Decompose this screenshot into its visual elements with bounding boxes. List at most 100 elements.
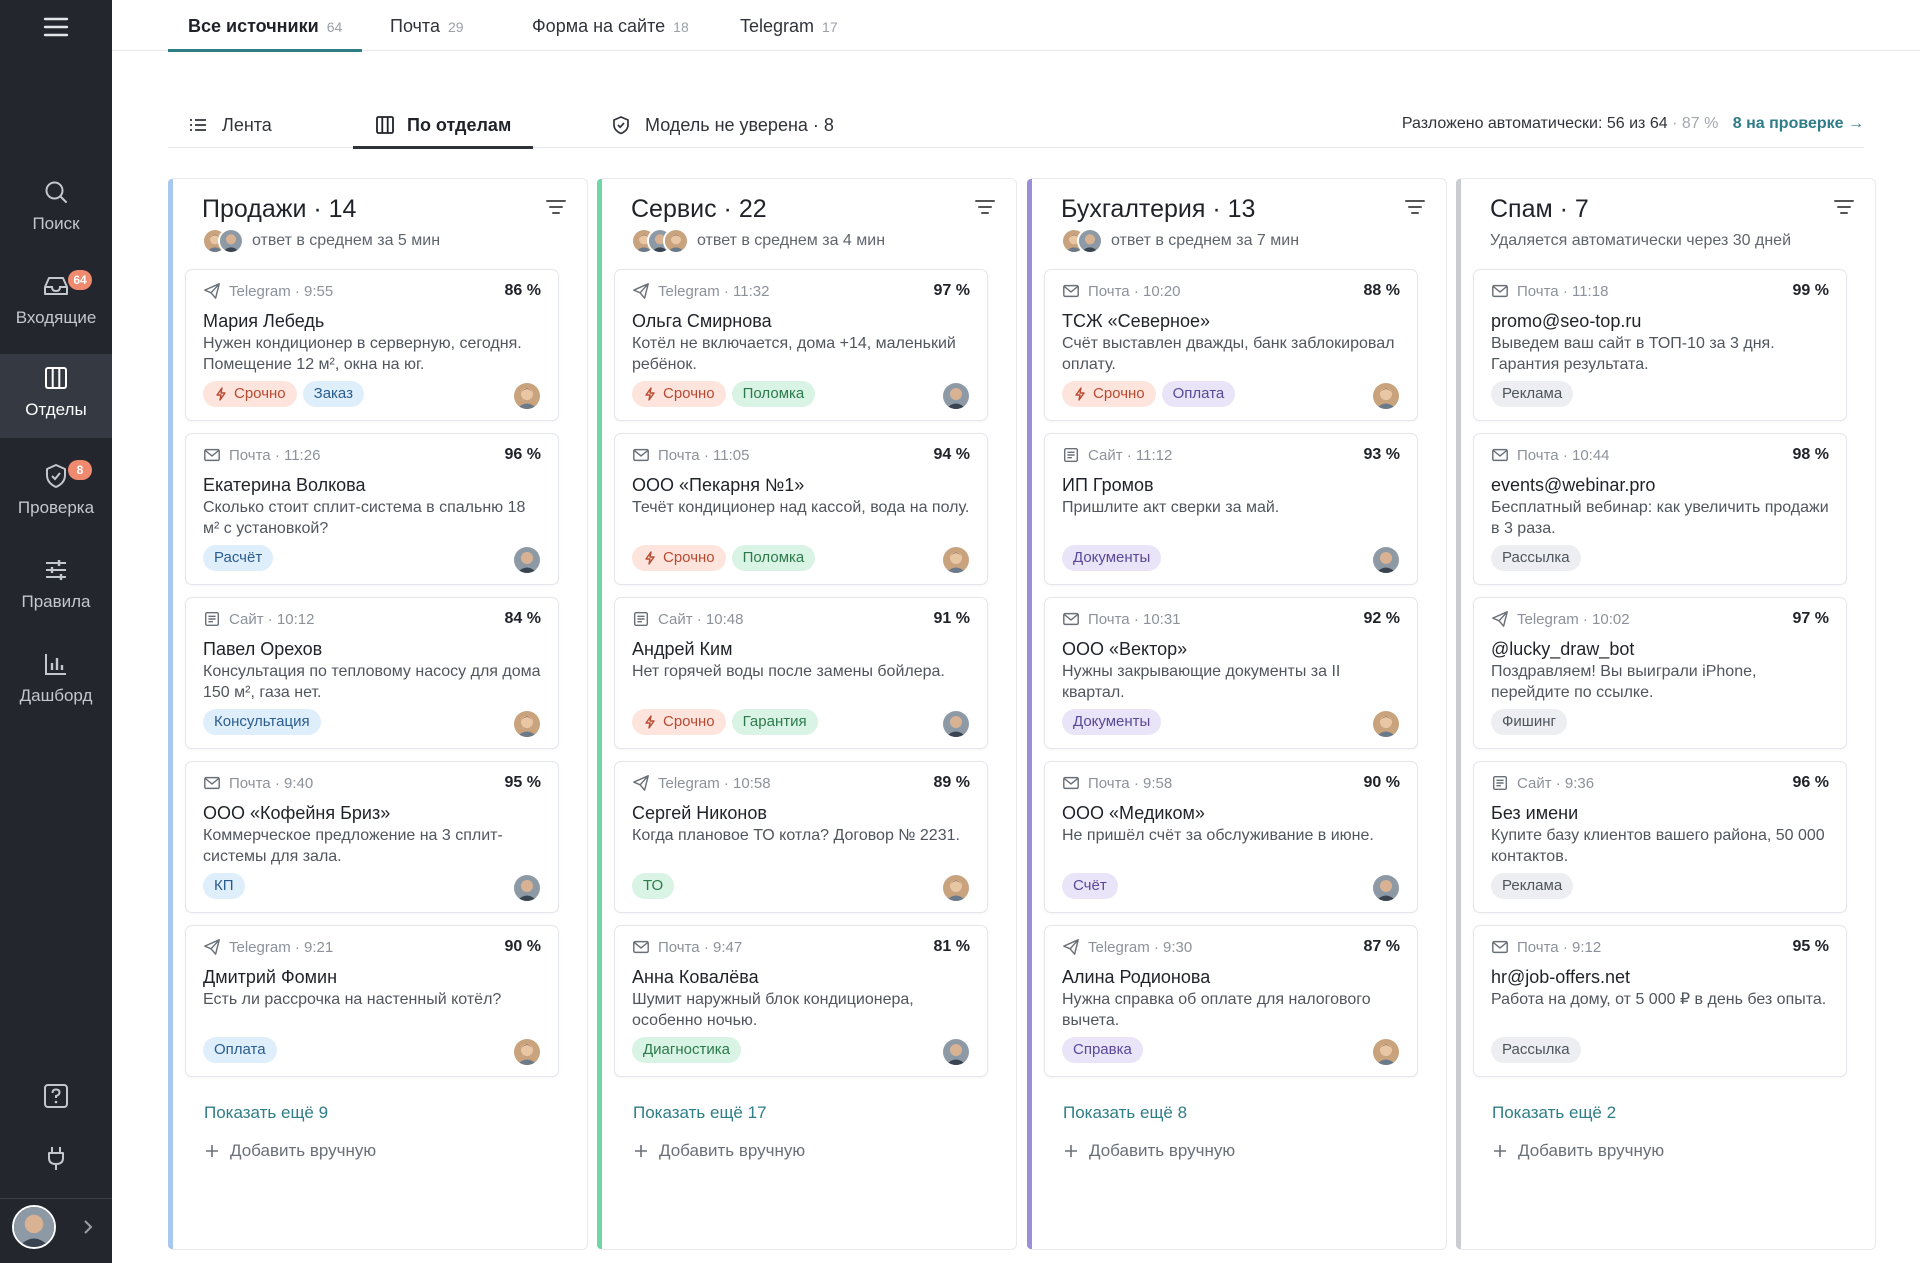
show-more-link[interactable]: Показать ещё 17 <box>633 1103 767 1122</box>
tag-label: Справка <box>1073 1041 1132 1058</box>
message-card[interactable]: Почта · 9:47 81 % Анна Ковалёва Шумит наруж… <box>614 925 988 1077</box>
message-card[interactable]: Почта · 11:18 99 % promo@seo-top.ru Выведем… <box>1473 269 1847 421</box>
assignee-avatar[interactable] <box>943 547 969 573</box>
tag[interactable]: Срочно <box>632 545 726 571</box>
assignee-avatar[interactable] <box>1373 875 1399 901</box>
filter-icon[interactable] <box>545 197 567 217</box>
tab-all-sources[interactable]: Все источники 64 <box>168 0 363 52</box>
assignee-avatar[interactable] <box>514 383 540 409</box>
message-card[interactable]: Telegram · 9:21 90 % Дмитрий Фомин Есть ли … <box>185 925 559 1077</box>
tag[interactable]: Расчёт <box>203 545 274 571</box>
message-card[interactable]: Сайт · 11:12 93 % ИП Громов Пришлите акт св… <box>1044 433 1418 585</box>
message-card[interactable]: Telegram · 9:55 86 % Мария Лебедь Нужен кон… <box>185 269 559 421</box>
assignee-avatar[interactable] <box>943 711 969 737</box>
assignee-avatar[interactable] <box>943 383 969 409</box>
tag[interactable]: Оплата <box>1161 381 1236 407</box>
message-card[interactable]: Почта · 9:12 95 % hr@job-offers.net Работа … <box>1473 925 1847 1077</box>
tag[interactable]: Консультация <box>203 709 321 735</box>
list-icon <box>190 119 206 131</box>
tag[interactable]: Срочно <box>632 381 726 407</box>
assignee-avatar[interactable] <box>1373 711 1399 737</box>
mail-icon <box>1491 446 1509 464</box>
nav-inbox[interactable]: 64 Входящие <box>0 262 112 346</box>
plug-icon[interactable] <box>42 1144 70 1172</box>
tag[interactable]: Рассылка <box>1491 1037 1581 1063</box>
tag[interactable]: Срочно <box>632 709 726 735</box>
tab-site-form[interactable]: Форма на сайте 18 <box>512 0 709 51</box>
tag[interactable]: Гарантия <box>731 709 818 735</box>
menu-icon[interactable] <box>42 16 70 38</box>
assignee-avatar[interactable] <box>514 547 540 573</box>
card-tags: Рассылка <box>1491 545 1587 571</box>
tag[interactable]: Документы <box>1062 545 1162 571</box>
tag[interactable]: КП <box>203 873 245 899</box>
message-card[interactable]: Сайт · 10:12 84 % Павел Орехов Консультация… <box>185 597 559 749</box>
user-avatar[interactable] <box>12 1205 56 1249</box>
add-manually-button[interactable]: Добавить вручную <box>633 1141 805 1161</box>
assignee-avatar[interactable] <box>514 875 540 901</box>
message-card[interactable]: Telegram · 9:30 87 % Алина Родионова Нужна … <box>1044 925 1418 1077</box>
review-link[interactable]: 8 на проверке → <box>1732 115 1864 132</box>
assignee-avatar[interactable] <box>1373 1039 1399 1065</box>
tab-mail[interactable]: Почта 29 <box>370 0 484 51</box>
tag[interactable]: Заказ <box>302 381 364 407</box>
assignee-avatar[interactable] <box>943 875 969 901</box>
tag[interactable]: Документы <box>1062 709 1162 735</box>
tag-label: Заказ <box>313 385 353 402</box>
tag-label: Расчёт <box>214 549 263 566</box>
tag[interactable]: Реклама <box>1491 873 1574 899</box>
tab-feed[interactable]: Лента <box>188 104 286 148</box>
add-manually-button[interactable]: Добавить вручную <box>1063 1141 1235 1161</box>
filter-icon[interactable] <box>1404 197 1426 217</box>
tab-by-departments[interactable]: По отделам <box>353 104 533 149</box>
tag[interactable]: Счёт <box>1062 873 1118 899</box>
tag[interactable]: Срочно <box>203 381 297 407</box>
add-manually-button[interactable]: Добавить вручную <box>204 1141 376 1161</box>
tag-label: Поломка <box>742 385 805 402</box>
message-card[interactable]: Почта · 9:40 95 % ООО «Кофейня Бриз» Коммер… <box>185 761 559 913</box>
card-tags: Справка <box>1062 1037 1149 1063</box>
assignee-avatar[interactable] <box>1373 383 1399 409</box>
tag[interactable]: Оплата <box>203 1037 277 1063</box>
assignee-avatar[interactable] <box>1373 547 1399 573</box>
tag[interactable]: Срочно <box>1062 381 1156 407</box>
message-card[interactable]: Почта · 11:05 94 % ООО «Пекарня №1» Течёт к… <box>614 433 988 585</box>
message-card[interactable]: Telegram · 10:58 89 % Сергей Никонов Когда … <box>614 761 988 913</box>
nav-rules[interactable]: Правила <box>0 546 112 630</box>
message-card[interactable]: Почта · 9:58 90 % ООО «Медиком» Не пришёл с… <box>1044 761 1418 913</box>
help-icon[interactable] <box>42 1082 70 1110</box>
filter-icon[interactable] <box>974 197 996 217</box>
tag[interactable]: ТО <box>632 873 675 899</box>
filter-icon[interactable] <box>1833 197 1855 217</box>
show-more-link[interactable]: Показать ещё 2 <box>1492 1103 1617 1122</box>
message-card[interactable]: Сайт · 10:48 91 % Андрей Ким Нет горячей во… <box>614 597 988 749</box>
tag[interactable]: Справка <box>1062 1037 1143 1063</box>
message-card[interactable]: Telegram · 10:02 97 % @lucky_draw_bot Поздр… <box>1473 597 1847 749</box>
nav-dashboard[interactable]: Дашборд <box>0 640 112 724</box>
tag[interactable]: Поломка <box>731 381 816 407</box>
message-card[interactable]: Telegram · 11:32 97 % Ольга Смирнова Котёл … <box>614 269 988 421</box>
tag[interactable]: Диагностика <box>632 1037 741 1063</box>
message-card[interactable]: Почта · 10:44 98 % events@webinar.pro Беспл… <box>1473 433 1847 585</box>
assignee-avatar[interactable] <box>943 1039 969 1065</box>
tag[interactable]: Поломка <box>731 545 816 571</box>
message-card[interactable]: Почта · 11:26 96 % Екатерина Волкова Скольк… <box>185 433 559 585</box>
tab-model-unsure[interactable]: Модель не уверена · 8 <box>611 104 871 148</box>
add-manually-button[interactable]: Добавить вручную <box>1492 1141 1664 1161</box>
tag[interactable]: Фишинг <box>1491 709 1567 735</box>
tag[interactable]: Реклама <box>1491 381 1574 407</box>
show-more-link[interactable]: Показать ещё 8 <box>1063 1103 1188 1122</box>
tab-telegram[interactable]: Telegram 17 <box>720 0 858 51</box>
nav-search[interactable]: Поиск <box>0 168 112 252</box>
assignee-avatar[interactable] <box>514 711 540 737</box>
tag[interactable]: Рассылка <box>1491 545 1581 571</box>
show-more-link[interactable]: Показать ещё 9 <box>204 1103 329 1122</box>
source-tabs: Все источники 64 Почта 29 Форма на сайте 18… <box>112 0 1920 52</box>
message-card[interactable]: Сайт · 9:36 96 % Без имени Купите базу клие… <box>1473 761 1847 913</box>
nav-departments[interactable]: Отделы <box>0 354 112 438</box>
chevron-right-icon[interactable] <box>82 1219 94 1235</box>
message-card[interactable]: Почта · 10:20 88 % ТСЖ «Северное» Счёт выст… <box>1044 269 1418 421</box>
assignee-avatar[interactable] <box>514 1039 540 1065</box>
nav-review[interactable]: 8 Проверка <box>0 452 112 536</box>
message-card[interactable]: Почта · 10:31 92 % ООО «Вектор» Нужны закры… <box>1044 597 1418 749</box>
